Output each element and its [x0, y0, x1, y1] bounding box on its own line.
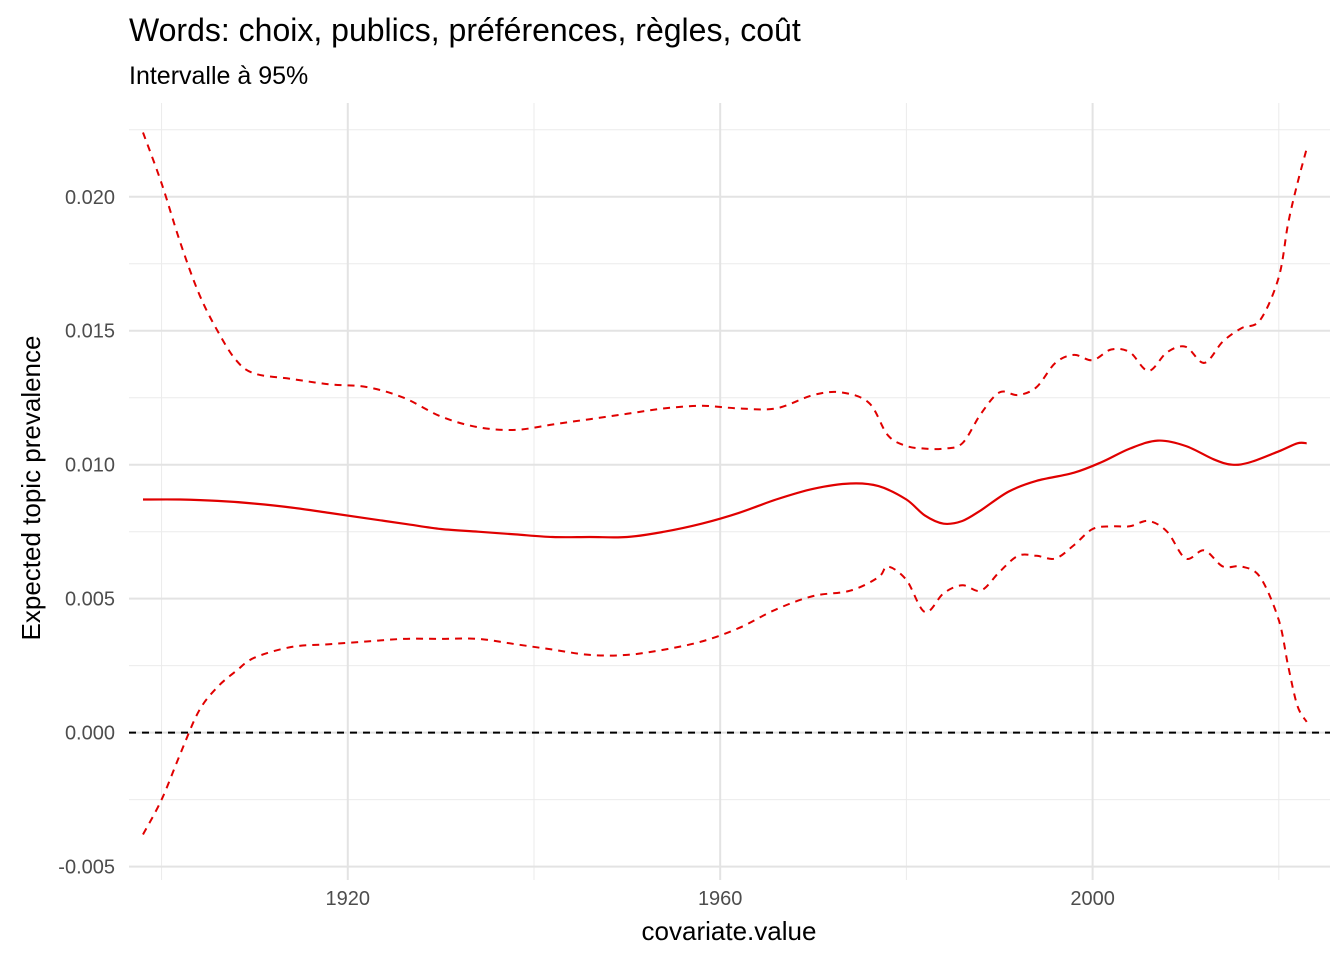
minor-gridlines: [129, 103, 1330, 880]
major-gridlines: [129, 103, 1330, 880]
y-axis-ticks: -0.005 0.000 0.005 0.010 0.015 0.020: [58, 187, 115, 879]
x-tick-label: 2000: [1070, 888, 1115, 910]
x-tick-label: 1960: [698, 888, 743, 910]
y-tick-label: -0.005: [58, 857, 115, 879]
x-tick-label: 1920: [326, 888, 371, 910]
chart-title: Words: choix, publics, préférences, règl…: [129, 12, 801, 48]
series-layer: [142, 132, 1308, 835]
series-estimate-line: [142, 439, 1307, 539]
series-upper-line: [142, 132, 1308, 451]
x-axis-ticks: 1920 1960 2000: [326, 888, 1115, 910]
x-axis-label: covariate.value: [642, 916, 817, 946]
y-tick-label: 0.005: [65, 589, 115, 611]
series-lower-line: [142, 519, 1308, 835]
y-tick-label: 0.015: [65, 321, 115, 343]
y-tick-label: 0.010: [65, 455, 115, 477]
y-tick-label: 0.020: [65, 187, 115, 209]
y-axis-label: Expected topic prevalence: [16, 336, 46, 641]
y-tick-label: 0.000: [65, 723, 115, 745]
chart-subtitle: Intervalle à 95%: [129, 62, 308, 90]
